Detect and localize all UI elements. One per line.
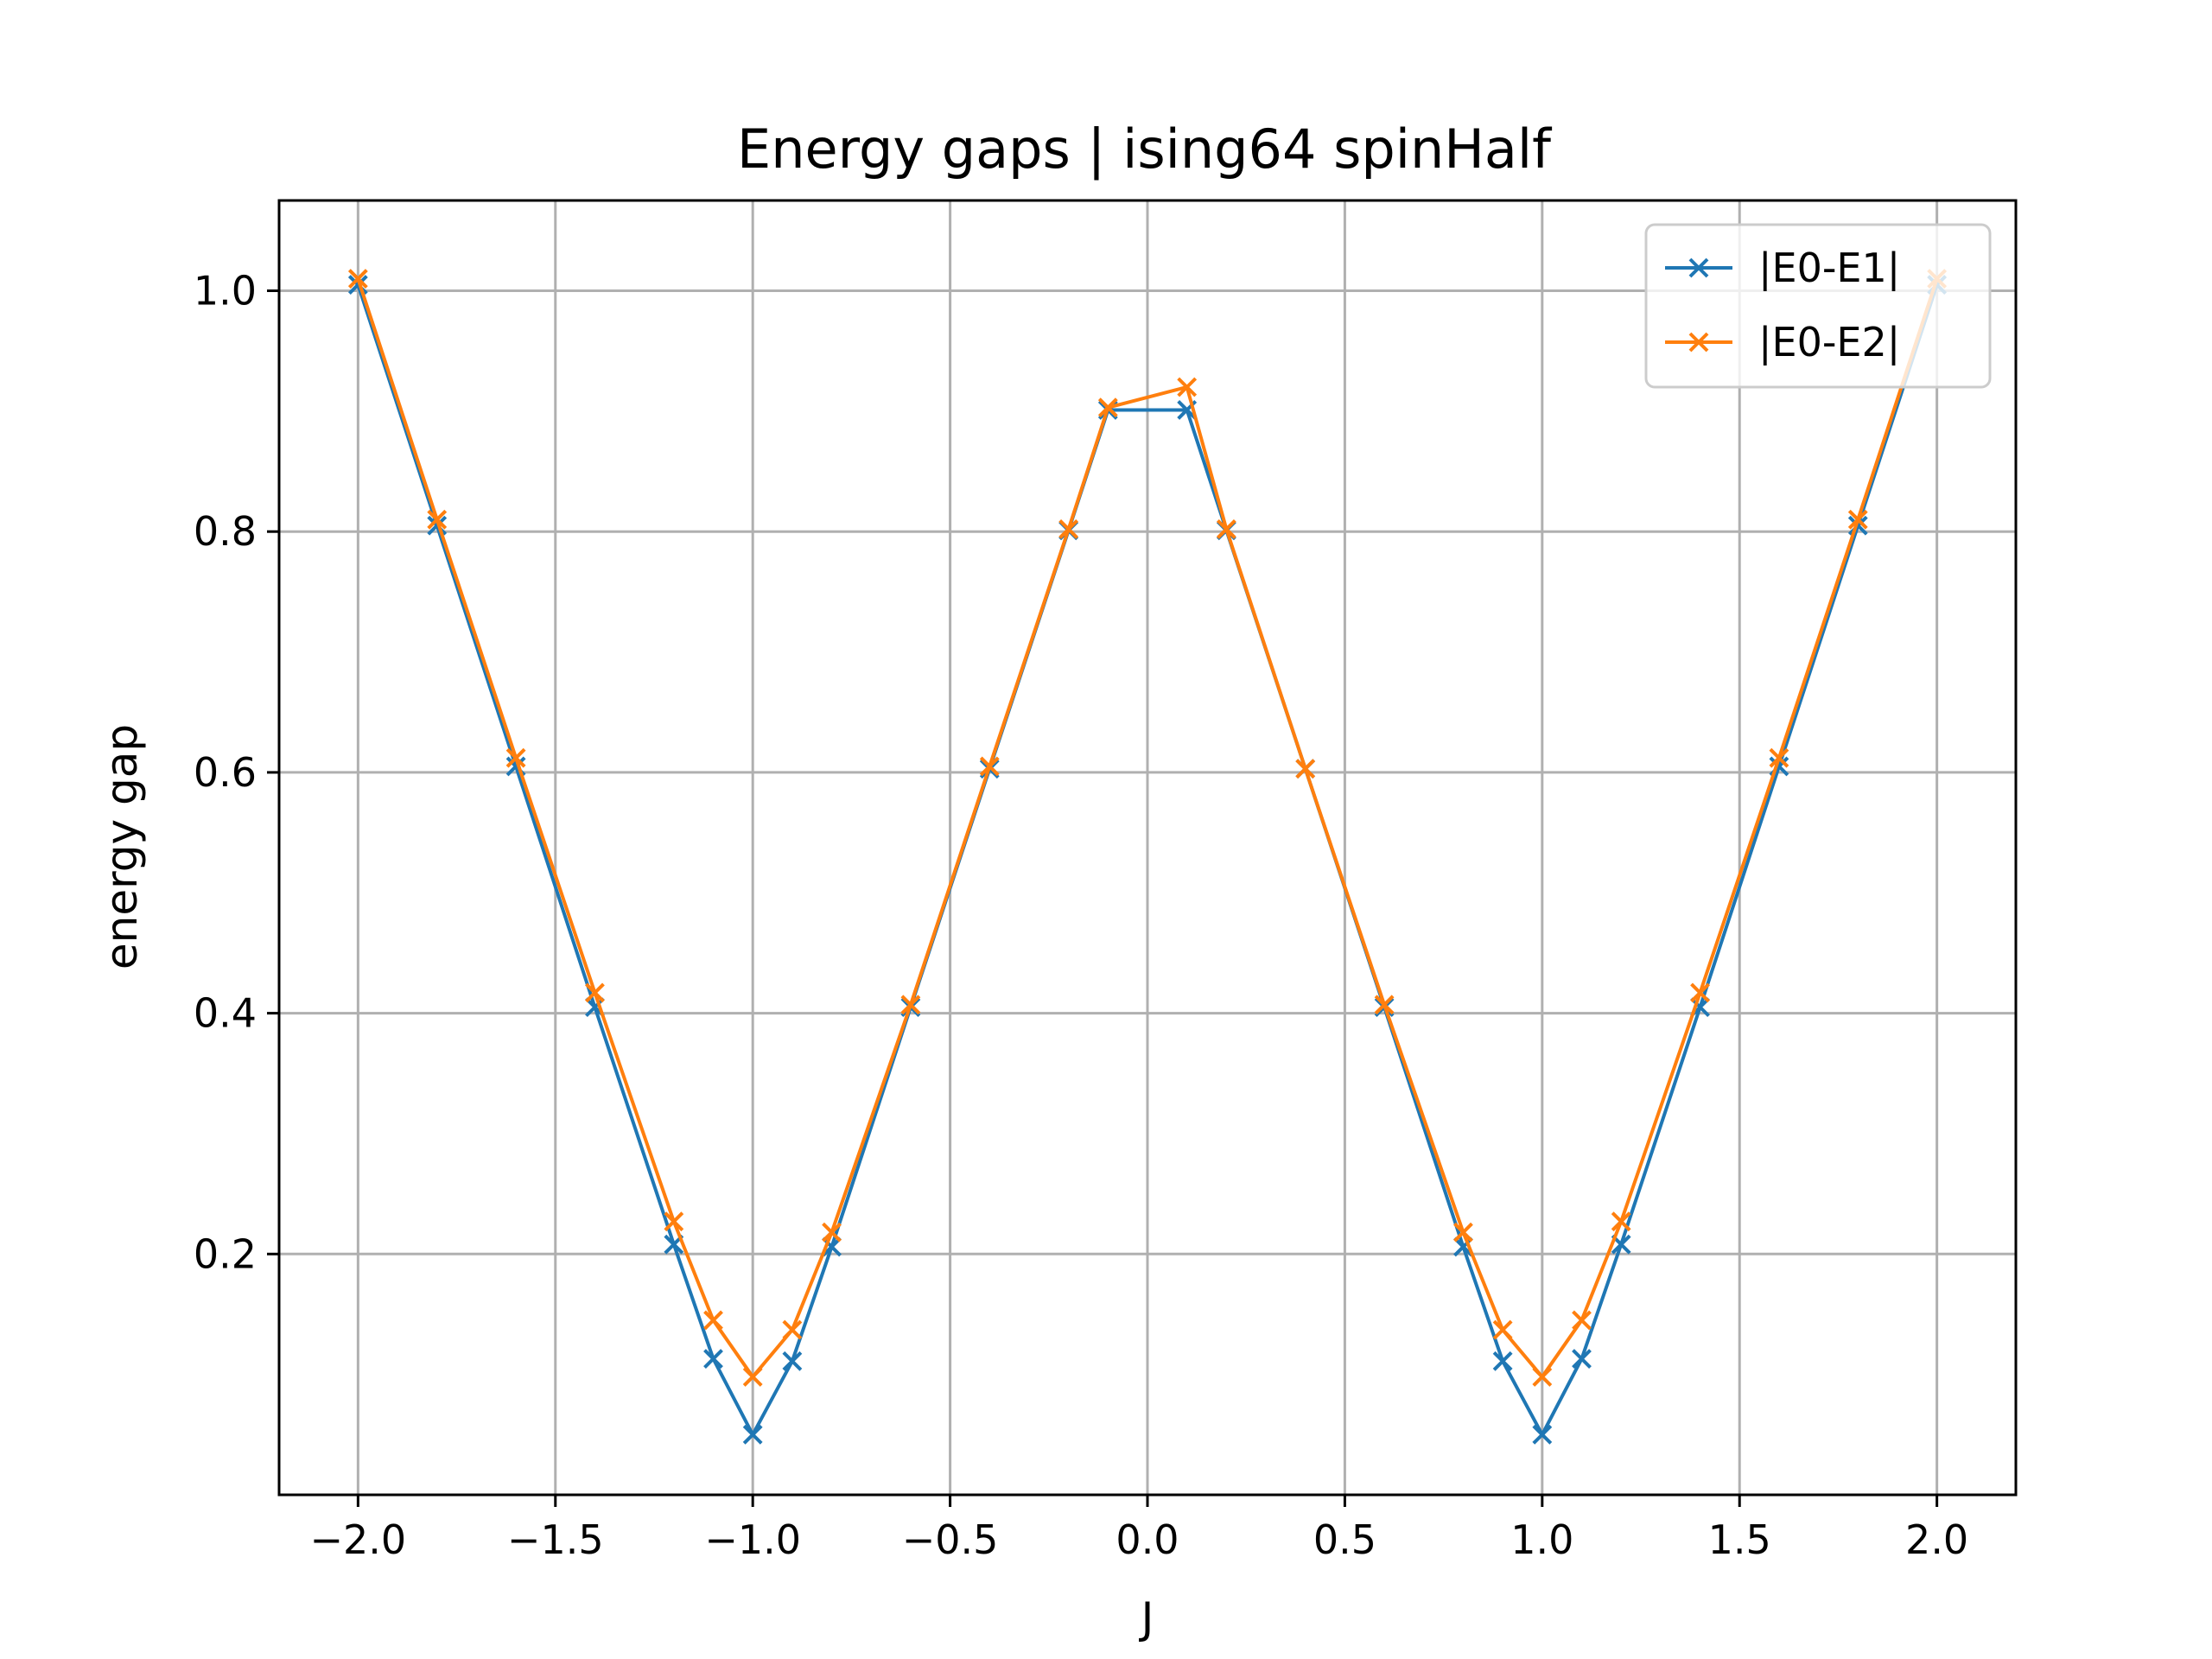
data-point-marker (979, 756, 1000, 777)
data-point-marker (1177, 377, 1198, 397)
x-tick-label: 1.5 (1708, 1516, 1771, 1563)
legend-box (1644, 223, 1992, 389)
data-point-marker (1492, 1319, 1513, 1340)
x-axis-label: J (1139, 1593, 1154, 1643)
x-tick-label: −0.5 (902, 1516, 999, 1563)
x-tick-label: 2.0 (1905, 1516, 1968, 1563)
x-tick-label: 0.5 (1313, 1516, 1376, 1563)
y-tick-label: 0.8 (194, 508, 257, 555)
x-tick-label: 0.0 (1116, 1516, 1179, 1563)
chart-title: Energy gaps | ising64 spinHalf (737, 118, 1553, 181)
x-tick-label: −1.5 (507, 1516, 604, 1563)
y-tick-label: 0.2 (194, 1230, 257, 1277)
data-point-marker (703, 1310, 723, 1331)
data-point-marker (664, 1211, 684, 1232)
data-point-marker (900, 995, 921, 1015)
data-point-marker (782, 1319, 803, 1340)
data-point-marker (1847, 509, 1868, 530)
legend: |E0-E1| |E0-E2| (1644, 223, 1992, 389)
data-point-marker (1453, 1222, 1473, 1243)
series-line (356, 277, 1939, 1379)
y-tick-label: 0.6 (194, 749, 257, 796)
data-point-marker (1097, 397, 1118, 418)
data-point-marker (505, 747, 526, 768)
data-point-marker (822, 1236, 842, 1257)
legend-marker (1688, 257, 1709, 278)
data-point-marker (742, 1424, 763, 1445)
x-tick-label: −2.0 (310, 1516, 407, 1563)
data-point-marker (1058, 519, 1079, 539)
data-point-marker (782, 1351, 803, 1371)
data-point-marker (1532, 1367, 1553, 1387)
legend-entry: |E0-E1| (1665, 245, 1900, 292)
legend-label: |E0-E1| (1758, 245, 1900, 292)
y-tick-label: 1.0 (194, 268, 257, 315)
data-point-marker (585, 982, 605, 1003)
data-point-marker (703, 1349, 723, 1369)
series-line (356, 283, 1939, 1437)
data-point-marker (1492, 1351, 1513, 1371)
data-point-marker (1611, 1211, 1631, 1232)
data-point-marker (427, 509, 448, 530)
data-point-marker (1847, 515, 1868, 536)
data-point-marker (1572, 1310, 1592, 1331)
series-2 (347, 269, 1948, 1387)
x-tick-label: −1.0 (704, 1516, 801, 1563)
data-point-marker (1374, 995, 1395, 1015)
legend-marker (1688, 332, 1709, 353)
legend-entry: |E0-E2| (1665, 319, 1900, 366)
data-point-marker (347, 269, 368, 289)
grid (279, 200, 2016, 1495)
data-point-marker (1295, 759, 1316, 779)
x-tick-label: 1.0 (1510, 1516, 1573, 1563)
data-point-marker (1532, 1424, 1553, 1445)
data-point-marker (1216, 519, 1236, 539)
data-point-marker (822, 1222, 842, 1243)
data-point-marker (1690, 982, 1710, 1003)
series-layer (347, 269, 1948, 1445)
data-point-marker (1572, 1349, 1592, 1369)
y-tick-label: 0.4 (194, 990, 257, 1037)
data-point-marker (1769, 747, 1789, 768)
legend-label: |E0-E2| (1758, 319, 1900, 366)
y-axis-label: energy gap (97, 724, 147, 969)
data-point-marker (1453, 1236, 1473, 1257)
data-point-marker (427, 515, 448, 536)
ticks: −2.0 −1.5 −1.0 −0.5 0.0 0.5 1.0 1.5 2.0 0.2 0.4 0.6… (194, 268, 1968, 1563)
data-point-marker (742, 1367, 763, 1387)
data-point-marker (347, 275, 368, 295)
